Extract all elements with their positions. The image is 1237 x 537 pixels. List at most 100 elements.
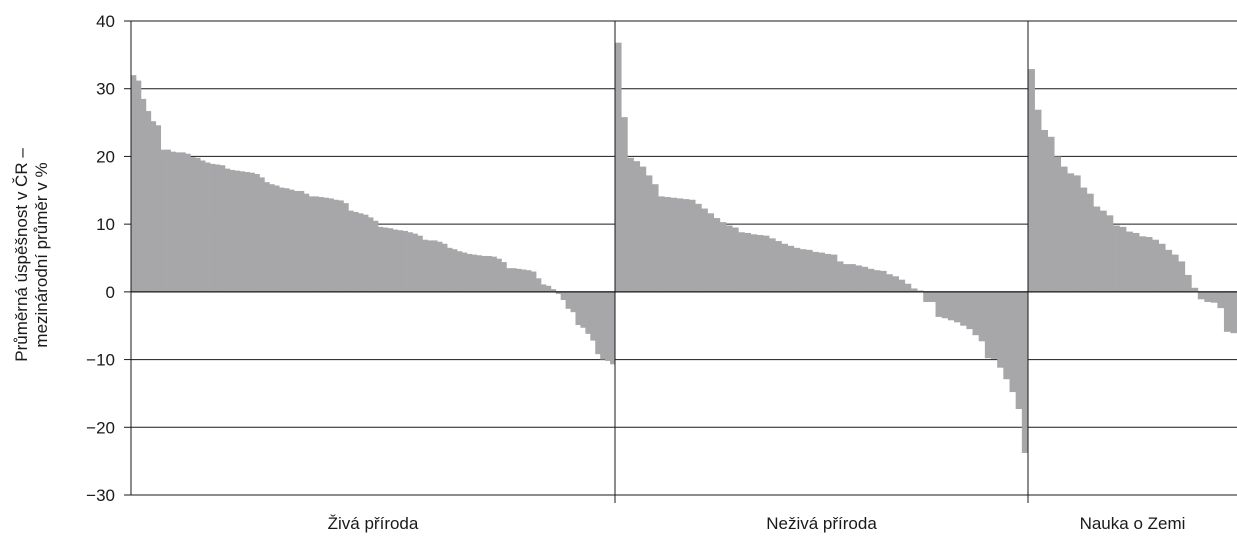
- bar: [843, 264, 850, 292]
- bar: [787, 245, 795, 292]
- bar: [1106, 215, 1114, 292]
- bar: [633, 161, 641, 292]
- bar: [195, 157, 201, 292]
- bar: [486, 255, 492, 292]
- bar: [1158, 243, 1166, 292]
- bar: [1223, 291, 1231, 332]
- bar: [1015, 291, 1023, 410]
- bar: [627, 157, 634, 292]
- bar: [427, 240, 433, 292]
- bar: [550, 289, 557, 292]
- bar: [984, 291, 992, 359]
- bar: [1003, 291, 1010, 380]
- bar: [701, 208, 708, 292]
- bar: [1204, 291, 1212, 303]
- bar: [358, 213, 364, 292]
- bar: [658, 196, 665, 292]
- bar: [1067, 173, 1075, 292]
- bar: [682, 199, 690, 292]
- bar: [284, 188, 290, 292]
- bar: [762, 235, 770, 292]
- bar: [481, 255, 487, 292]
- bar: [150, 121, 157, 292]
- bar: [205, 162, 211, 292]
- bar: [812, 251, 819, 292]
- bar: [422, 239, 428, 292]
- bar: [707, 213, 715, 292]
- bar: [651, 184, 659, 292]
- bar: [1093, 206, 1101, 292]
- y-tick-label: 20: [96, 147, 115, 166]
- bar: [873, 270, 881, 292]
- bar: [923, 291, 930, 303]
- bar: [461, 252, 468, 292]
- bar: [867, 268, 875, 292]
- bar: [318, 197, 325, 292]
- bar: [131, 75, 137, 292]
- bar: [447, 247, 453, 292]
- bar: [269, 184, 275, 292]
- bar: [417, 235, 423, 292]
- bar: [1112, 225, 1120, 292]
- bar: [180, 152, 186, 292]
- y-tick-label: −30: [86, 486, 115, 505]
- bar: [407, 232, 413, 292]
- bar: [585, 291, 591, 334]
- bar: [135, 80, 142, 292]
- bar: [224, 168, 231, 292]
- bar: [165, 149, 171, 292]
- bar: [535, 278, 542, 292]
- bar: [1197, 291, 1205, 300]
- axes: [124, 20, 1237, 503]
- bar: [1099, 210, 1107, 292]
- bar: [373, 220, 379, 292]
- bar: [496, 258, 502, 292]
- bar: [781, 243, 788, 292]
- bar: [898, 279, 906, 292]
- bar: [254, 174, 260, 292]
- y-tick-label: 30: [96, 80, 115, 99]
- bar: [1132, 232, 1140, 292]
- bar: [1165, 249, 1173, 292]
- bar: [531, 271, 537, 292]
- bar: [935, 291, 943, 317]
- bar: [308, 196, 315, 292]
- bar: [456, 251, 463, 292]
- bar: [392, 229, 399, 292]
- bar: [491, 256, 497, 292]
- bar: [917, 290, 924, 292]
- category-label-nauka-o-zemi: Nauka o Zemi: [1080, 514, 1186, 533]
- bar: [725, 225, 733, 292]
- bar: [506, 268, 512, 292]
- bar: [501, 262, 507, 292]
- bar: [1217, 291, 1225, 309]
- bar: [466, 253, 473, 292]
- bar: [861, 266, 869, 292]
- bar: [303, 193, 310, 292]
- bar: [313, 196, 320, 292]
- bar: [219, 165, 226, 292]
- bar: [555, 291, 562, 294]
- bar: [621, 117, 628, 292]
- bar: [1054, 156, 1062, 292]
- bar: [200, 160, 206, 292]
- bar: [185, 153, 191, 292]
- y-tick-label: 0: [106, 283, 115, 302]
- bar: [1125, 231, 1133, 292]
- bar: [239, 171, 245, 292]
- bar: [941, 291, 949, 319]
- bar: [279, 187, 285, 292]
- y-tick-label: 10: [96, 215, 115, 234]
- y-tick-label: 40: [96, 12, 115, 31]
- bar: [145, 111, 152, 292]
- bar: [1021, 291, 1029, 454]
- bar: [1009, 291, 1017, 393]
- bar: [824, 253, 832, 292]
- bar: [575, 291, 581, 326]
- bar: [397, 230, 404, 292]
- bar: [244, 172, 250, 292]
- bar: [234, 170, 241, 292]
- bar: [382, 227, 389, 292]
- bar: [442, 243, 448, 292]
